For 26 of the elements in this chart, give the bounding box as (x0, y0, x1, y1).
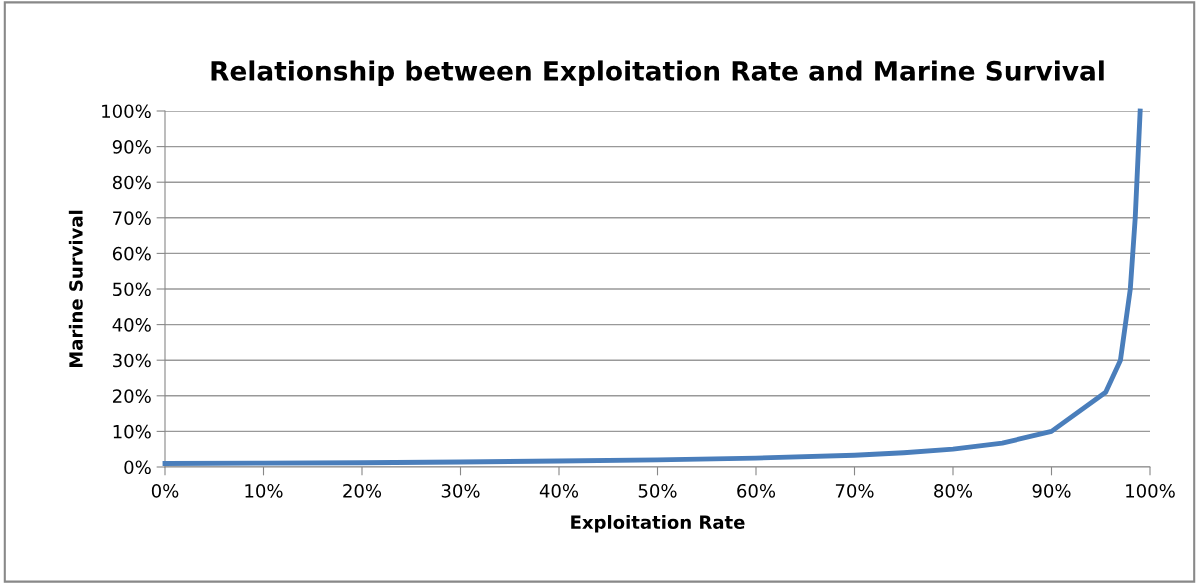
line-series (162, 108, 1143, 466)
y-tick-label: 20% (113, 389, 151, 403)
y-tick-label: 30% (113, 353, 151, 368)
y-tick-label: 50% (113, 282, 151, 297)
x-tick-label: 60% (737, 483, 776, 498)
y-axis-title: Marine Survival (68, 210, 83, 368)
x-tick-label: 70% (835, 483, 874, 498)
x-tick-label: 80% (934, 483, 973, 498)
x-tick-label: 10% (245, 483, 283, 498)
y-tick-label: 80% (112, 175, 151, 190)
y-tick-label: 0% (124, 460, 151, 475)
x-tick-label: 0% (151, 483, 179, 498)
y-tick-label: 70% (113, 211, 151, 225)
x-tick-label: 20% (343, 483, 382, 498)
y-tick-label: 60% (112, 246, 151, 261)
y-tick-label: 90% (112, 140, 151, 154)
x-tick-label: 40% (539, 483, 579, 498)
x-tick-label: 100% (1126, 483, 1175, 498)
chart-title: Relationship between Exploitation Rate and Marine Survival (211, 60, 1104, 86)
x-tick-label: 90% (1032, 483, 1071, 498)
x-tick-label: 30% (441, 483, 480, 498)
y-tick-label: 100% (102, 104, 151, 119)
x-tick-label: 50% (638, 483, 677, 498)
y-tick-label: 10% (113, 424, 151, 439)
x-axis-title: Exploitation Rate (571, 515, 745, 533)
y-tick-label: 40% (112, 318, 151, 332)
